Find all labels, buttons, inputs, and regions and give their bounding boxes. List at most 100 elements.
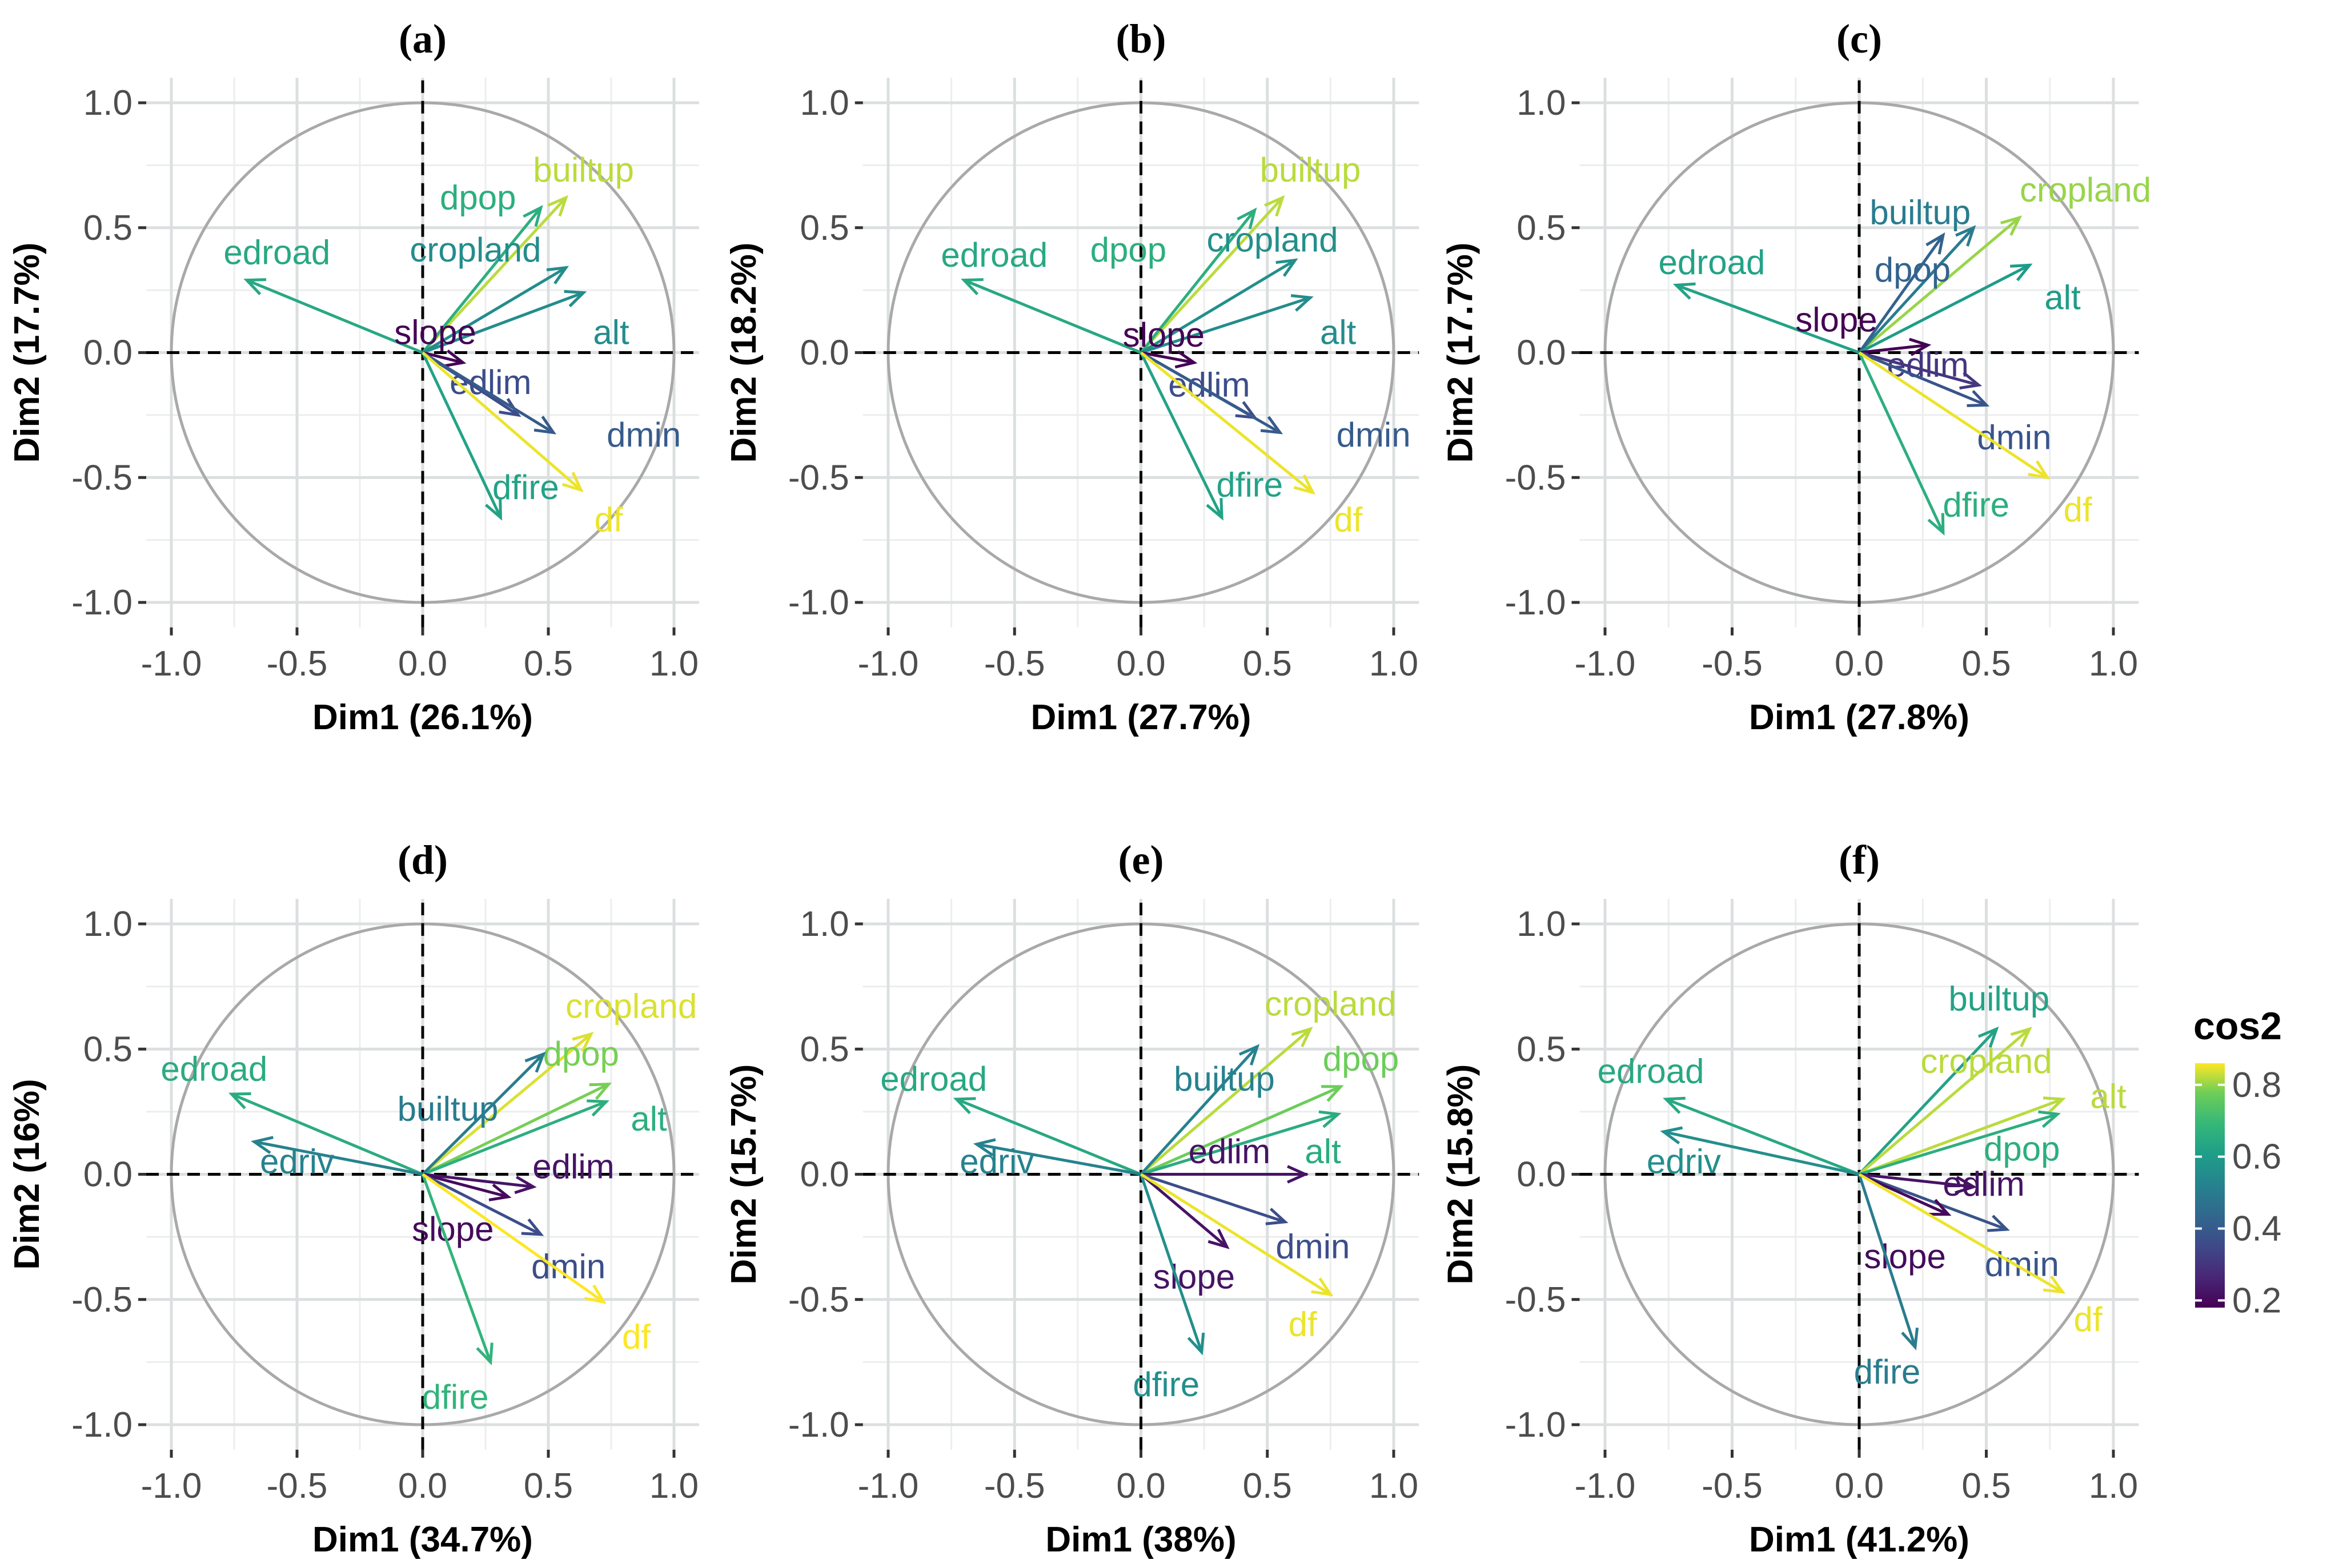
x-tick-label: 0.5 [1243, 1466, 1292, 1506]
panel-c: -1.0 -0.5 0.0 0.5 1.0 -1.0 -0.5 0.0 0.5 1.0 Dim1 (… [1441, 16, 2152, 737]
vector-edroad: edroad [941, 236, 1142, 354]
y-tick-label: 1.0 [83, 904, 133, 944]
x-axis-title: Dim1 (27.8%) [1749, 698, 1969, 737]
vector-label: dfire [422, 1378, 489, 1416]
panel-title: (d) [398, 837, 448, 883]
x-tick-label: 1.0 [1369, 644, 1418, 684]
vector-dpop-head [1237, 207, 1257, 230]
vector-label: df [622, 1318, 651, 1356]
legend-tick-label: 0.6 [2232, 1137, 2281, 1177]
vector-edriv-arrow [1663, 1130, 1860, 1176]
vector-alt-head [1290, 294, 1314, 312]
vector-cropland: cropland [1140, 221, 1338, 354]
y-tick-label: 1.0 [83, 83, 133, 123]
vector-dmin-arrow [422, 351, 555, 434]
vector-dfire-head [1901, 1327, 1919, 1350]
x-axis-title: Dim1 (26.1%) [312, 698, 533, 737]
vector-edlim-head [499, 397, 521, 417]
vector-cropland-arrow [1858, 1028, 2031, 1176]
vector-df: df [1140, 1173, 1334, 1344]
vector-alt: alt [1140, 294, 1357, 354]
vector-label: dmin [1337, 416, 1411, 454]
x-axis-title: Dim1 (38%) [1045, 1520, 1236, 1559]
x-axis-title: Dim1 (34.7%) [312, 1520, 533, 1559]
vector-alt: alt [422, 1099, 667, 1176]
vector-dfire-arrow [1857, 352, 1945, 533]
vector-edroad-head [953, 1097, 976, 1115]
vector-df-arrow [1858, 351, 2048, 479]
x-tick-label: -0.5 [267, 644, 328, 684]
vector-alt-arrow [422, 1100, 607, 1176]
y-tick-label: 0.0 [83, 333, 133, 373]
vector-label: df [2064, 490, 2092, 529]
y-axis-title: Dim2 (15.8%) [1441, 1064, 1481, 1285]
vector-dfire-head [1206, 498, 1223, 521]
vector-dmin-arrow [1140, 1173, 1286, 1224]
vector-cropland-head [1291, 1027, 1313, 1047]
vector-dmin-head [533, 416, 557, 435]
vector-edlim-head [1959, 371, 1983, 390]
panel-title: (a) [399, 16, 447, 62]
x-tick-label: 0.0 [398, 644, 447, 684]
vector-label: edriv [260, 1143, 334, 1181]
vector-dpop-arrow [1140, 209, 1256, 354]
vector-label: dfire [1133, 1365, 1199, 1404]
vector-label: cropland [2020, 171, 2151, 209]
vector-slope-head [1207, 1228, 1230, 1249]
vector-label: edroad [1598, 1052, 1704, 1091]
y-tick-label: -0.5 [1505, 1280, 1566, 1320]
vector-cropland-arrow [1140, 1028, 1311, 1176]
vector-dmin: dmin [1859, 351, 2051, 456]
vector-dfire: dfire [1140, 352, 1283, 521]
y-tick-label: 0.5 [83, 1030, 133, 1069]
vector-df: df [1858, 1173, 2103, 1338]
vector-label: cropland [410, 231, 541, 269]
vector-slope-head [1928, 1199, 1952, 1216]
y-tick-label: -1.0 [788, 583, 849, 622]
vector-df-arrow [422, 1173, 605, 1304]
vector-slope: slope [394, 313, 476, 368]
vector-label: edlim [532, 1147, 614, 1185]
vector-alt-arrow [1140, 296, 1311, 354]
vector-edroad-arrow [1665, 1097, 1860, 1176]
y-tick-label: -1.0 [1505, 583, 1566, 622]
vector-cropland-head [2010, 1027, 2032, 1047]
vector-edlim: edlim [1859, 1165, 2025, 1203]
vector-builtup: builtup [1858, 194, 1976, 354]
vector-df-head [584, 1284, 607, 1304]
x-axis-title: Dim1 (27.7%) [1031, 698, 1251, 737]
vector-edlim-arrow [422, 1173, 533, 1188]
vector-label: dfire [1216, 465, 1283, 504]
vector-builtup-arrow [422, 1053, 544, 1176]
vector-dfire-head [484, 498, 503, 521]
y-tick-label: 0.5 [800, 208, 849, 248]
vector-label: dpop [1875, 251, 1951, 289]
vector-label: slope [1123, 316, 1205, 354]
vector-edriv: edriv [960, 1138, 1141, 1181]
vector-slope-arrow [422, 351, 464, 364]
y-tick-label: 1.0 [800, 83, 849, 123]
vector-df: df [1858, 351, 2092, 529]
y-tick-label: 0.0 [800, 333, 849, 373]
vector-edroad-head [228, 1092, 251, 1109]
panel-d: -1.0 -0.5 0.0 0.5 1.0 -1.0 -0.5 0.0 0.5 1.0 Dim1 (… [7, 837, 699, 1559]
vector-label: slope [1795, 301, 1877, 339]
vector-label: dpop [1984, 1130, 2060, 1168]
vector-builtup-head [1955, 225, 1976, 247]
vector-builtup-head [1238, 1044, 1260, 1066]
vector-df-head [2028, 460, 2051, 480]
vector-dpop-arrow [1140, 1085, 1342, 1176]
vector-dmin: dmin [422, 1173, 605, 1286]
vector-alt: alt [422, 290, 629, 354]
vector-slope-arrow [1858, 1173, 1949, 1216]
x-tick-label: -0.5 [984, 1466, 1045, 1506]
y-tick-label: 0.0 [800, 1155, 849, 1195]
vector-builtup-head [524, 1051, 546, 1073]
vector-label: cropland [1207, 221, 1338, 259]
vector-label: builtup [1948, 980, 2049, 1018]
vector-cropland: cropland [1858, 171, 2151, 354]
vector-edroad: edroad [880, 1060, 1142, 1176]
vector-label: builtup [1260, 151, 1361, 189]
vector-alt-arrow [1859, 1097, 2063, 1176]
vector-df: df [422, 1173, 651, 1356]
